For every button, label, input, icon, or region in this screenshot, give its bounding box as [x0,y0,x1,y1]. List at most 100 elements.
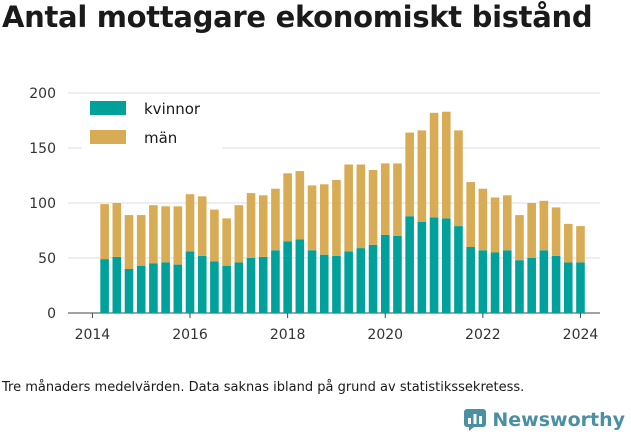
bar-kvinnor [112,256,122,313]
bar-man [283,173,292,242]
bar-man [332,179,341,256]
bar-man [149,205,158,264]
bar-man [173,206,183,265]
bar-kvinnor [210,261,219,313]
legend: kvinnor män [82,96,222,150]
bar-man [429,112,439,218]
bar-kvinnor [478,250,488,313]
bar-man [478,188,488,251]
bar-man [161,206,170,263]
bar-man [356,164,366,249]
y-tick-label: 200 [29,86,56,102]
bar-man [344,164,353,252]
bar-man [100,204,109,260]
bar-man [502,195,512,251]
bar-kvinnor [161,262,170,313]
bar-kvinnor [454,226,463,313]
axes: 0 50 100 150 200 2014 2016 2018 2020 2022 2024 [29,86,598,343]
bar-man [258,195,268,257]
bar-kvinnor [393,236,402,313]
x-tick-label: 2018 [270,327,306,343]
bar-man [112,203,122,257]
legend-swatch [90,130,126,144]
y-tick-label: 150 [29,141,56,157]
x-tick-label: 2014 [75,327,111,343]
bar-kvinnor [124,269,134,313]
y-tick-label: 0 [47,306,56,322]
bar-man [551,207,561,256]
bar-man [271,188,280,251]
bar-kvinnor [502,250,512,313]
bar-man [307,185,317,251]
chart-title: Antal mottagare ekonomiskt bistånd [2,0,593,34]
bar-kvinnor [344,251,353,313]
bar-man [368,170,378,245]
bar-kvinnor [417,221,427,313]
bar-man [490,197,500,253]
bar-man [527,203,536,258]
bar-kvinnor [149,263,158,313]
x-tick-label: 2024 [563,327,599,343]
bar-kvinnor [234,262,244,313]
bar-man [197,196,207,256]
bar-kvinnor [319,254,329,313]
bar-kvinnor [466,247,475,313]
bar-kvinnor [283,241,292,313]
bar-kvinnor [441,218,451,313]
bar-man [234,205,244,263]
bar-kvinnor [429,217,439,313]
bar-man [417,130,427,222]
bar-kvinnor [197,255,207,313]
brand-name: Newsworthy [492,409,625,431]
bar-kvinnor [380,234,390,313]
bar-man [380,163,390,235]
brand-logo: Newsworthy [463,408,625,432]
legend-swatch [90,101,126,115]
bar-kvinnor [356,248,366,313]
bar-kvinnor [515,260,524,313]
bar-kvinnor [307,250,317,313]
y-tick-label: 100 [29,196,56,212]
bars [100,111,585,313]
legend-label: män [144,129,177,147]
bar-kvinnor [405,216,414,313]
bar-kvinnor [246,258,256,313]
x-tick-label: 2022 [465,327,501,343]
bar-man [454,130,463,227]
bar-man [136,215,146,266]
chart-caption: Tre månaders medelvärden. Data saknas ib… [2,380,525,395]
newsworthy-logo-icon [464,409,487,431]
legend-label: kvinnor [144,100,201,118]
x-tick-label: 2020 [367,327,403,343]
bar-kvinnor [551,255,561,313]
x-tick-label: 2016 [172,327,208,343]
bar-man [295,171,305,240]
bar-man [576,226,585,263]
bar-kvinnor [136,265,146,313]
bar-kvinnor [271,250,280,313]
bar-kvinnor [258,256,268,313]
bar-kvinnor [527,258,536,313]
bar-man [393,163,402,236]
bar-kvinnor [222,265,231,313]
bar-kvinnor [295,239,305,313]
bar-kvinnor [490,252,500,313]
bar-man [246,193,256,258]
bar-man [210,209,219,262]
bar-man [222,218,231,266]
bar-kvinnor [332,255,341,313]
bar-kvinnor [539,250,549,313]
bar-kvinnor [563,262,573,313]
bar-man [563,223,573,263]
bar-man [515,215,524,261]
bar-man [124,215,134,269]
bar-man [185,194,195,252]
bar-kvinnor [368,244,378,313]
y-tick-label: 50 [38,251,56,267]
bar-man [466,182,475,247]
bar-kvinnor [185,251,195,313]
bar-man [319,184,329,255]
bar-man [539,200,549,251]
bar-kvinnor [173,264,183,313]
